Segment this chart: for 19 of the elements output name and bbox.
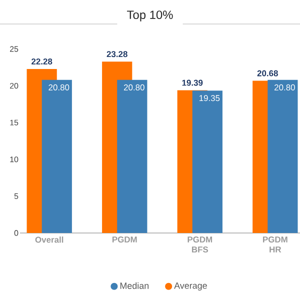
x-tick-label: Overall	[35, 236, 64, 243]
x-tick-label: PGDM HR	[263, 236, 288, 252]
legend-label: Median	[120, 282, 149, 289]
chart-title: Top 10%	[127, 10, 173, 22]
data-label: 20.68	[257, 70, 278, 76]
bar	[192, 90, 222, 233]
data-label: 20.80	[124, 84, 144, 90]
legend-label: Average	[174, 282, 207, 291]
x-tick-label: PGDM	[112, 236, 137, 243]
bar	[268, 80, 298, 233]
data-label: 20.80	[274, 84, 295, 90]
x-tick-label: PGDM BFS	[188, 236, 212, 252]
data-label: 20.80	[48, 84, 70, 90]
data-label: 22.28	[32, 58, 52, 64]
bar	[117, 80, 148, 233]
data-label: 19.35	[199, 95, 220, 102]
data-label: 23.28	[106, 51, 128, 58]
data-label: 19.39	[182, 80, 203, 86]
bar	[42, 80, 72, 233]
